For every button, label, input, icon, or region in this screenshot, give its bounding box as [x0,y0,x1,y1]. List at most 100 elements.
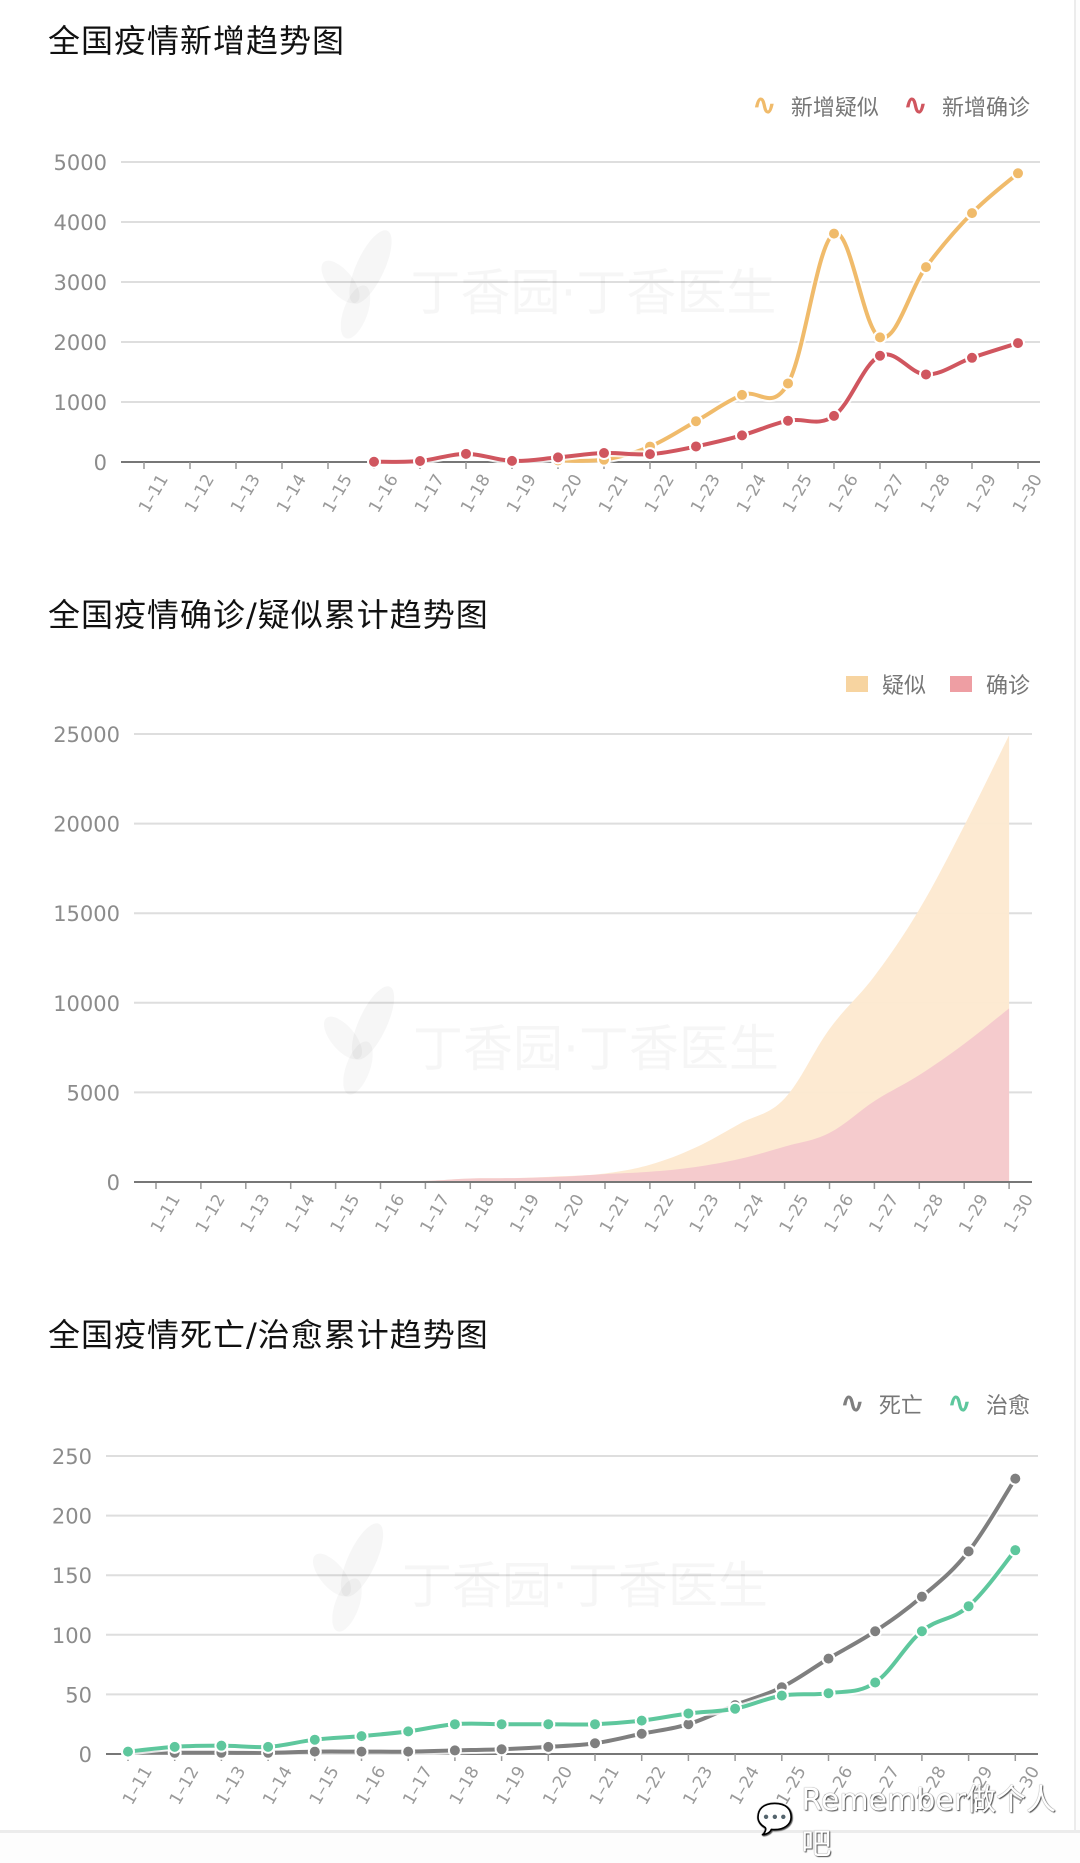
y-tick-label: 250 [52,1445,92,1469]
legend-item-cured[interactable]: ∿ 治愈 [947,1388,1030,1420]
x-tick-label: 1–14 [259,1763,297,1808]
chart-title-death-cure: 全国疫情死亡/治愈累计趋势图 [48,1316,489,1354]
legend-item-confirmed[interactable]: 确诊 [949,668,1030,700]
data-point[interactable] [367,454,381,469]
data-point[interactable] [354,1744,369,1759]
data-point[interactable] [821,1651,836,1666]
data-point[interactable] [681,1706,696,1721]
x-tick-label: 1–13 [212,1763,250,1808]
data-point[interactable] [588,1736,602,1751]
data-point[interactable] [634,1726,649,1741]
data-point[interactable] [965,350,979,365]
y-tick-label: 15000 [53,902,120,926]
x-tick-label: 1–21 [586,1763,624,1808]
data-point[interactable] [735,428,749,443]
data-point[interactable] [541,1717,556,1732]
data-point[interactable] [914,1624,929,1639]
legend-label: 治愈 [985,1394,1030,1419]
data-point[interactable] [1011,166,1025,181]
x-tick-label: 1–22 [633,1763,671,1808]
data-point[interactable] [965,206,979,221]
data-point[interactable] [1011,336,1025,351]
footer-watermark-text: Remember做个人吧 [801,1783,1057,1862]
data-point[interactable] [541,1739,556,1754]
data-point[interactable] [167,1739,182,1754]
legend-item-new-suspected[interactable]: ∿ 新增疑似 [752,90,879,122]
y-tick-label: 3000 [54,271,107,295]
x-tick-label: 1–12 [166,1763,204,1808]
data-point[interactable] [643,447,657,462]
data-point[interactable] [919,260,933,275]
data-point[interactable] [307,1744,322,1759]
data-point[interactable] [919,367,933,382]
legend-item-death[interactable]: ∿ 死亡 [840,1388,923,1420]
y-tick-label: 0 [107,1171,120,1195]
data-point[interactable] [781,376,795,391]
data-point[interactable] [868,1624,883,1639]
legend-item-suspected[interactable]: 疑似 [845,668,926,700]
wechat-icon: 💬 [756,1801,794,1837]
data-point[interactable] [827,408,841,423]
data-point[interactable] [914,1589,929,1604]
watermark-text: 丁香园·丁香医生 [402,1557,768,1615]
x-tick-label: 1–20 [539,1763,577,1808]
legend-death-cure: ∿ 死亡 ∿ 治愈 [816,1388,1030,1420]
data-point[interactable] [401,1744,416,1759]
x-tick-label: 1–11 [119,1763,157,1808]
data-point[interactable] [735,387,749,402]
data-point[interactable] [689,414,703,429]
data-point[interactable] [505,453,519,468]
data-point[interactable] [121,1744,135,1759]
legend-label: 新增疑似 [790,96,879,121]
data-point[interactable] [781,413,795,428]
data-point[interactable] [447,1717,462,1732]
data-point[interactable] [873,348,887,363]
data-point[interactable] [588,1717,602,1732]
data-point[interactable] [494,1717,509,1732]
chart-title-new: 全国疫情新增趋势图 [48,22,346,60]
wave-line-icon: ∿ [839,1386,865,1421]
data-point[interactable] [873,330,887,345]
data-point[interactable] [728,1701,743,1716]
x-tick-label: 1–18 [446,1763,484,1808]
y-tick-label: 150 [52,1564,92,1588]
data-point[interactable] [307,1732,322,1747]
y-tick-label: 4000 [54,211,107,235]
data-point[interactable] [597,446,611,461]
legend-label: 死亡 [878,1394,923,1419]
y-tick-label: 50 [65,1683,92,1707]
data-point[interactable] [354,1729,369,1744]
data-point[interactable] [868,1675,883,1690]
area-confirmed [156,1008,1010,1182]
data-point[interactable] [821,1686,836,1701]
legend-new: ∿ 新增疑似 ∿ 新增确诊 [728,90,1030,122]
data-point[interactable] [827,226,841,241]
y-tick-label: 2000 [54,331,107,355]
legend-label: 新增确诊 [941,96,1030,121]
square-swatch-icon [949,676,972,692]
y-tick-label: 20000 [53,813,120,837]
data-point[interactable] [261,1739,276,1754]
y-tick-label: 200 [52,1505,92,1529]
y-tick-label: 0 [79,1743,92,1767]
data-point[interactable] [447,1743,462,1758]
data-point[interactable] [1008,1471,1023,1486]
square-swatch-icon [845,676,868,692]
y-tick-label: 5000 [54,151,107,175]
data-point[interactable] [634,1713,649,1728]
data-point[interactable] [494,1742,509,1757]
data-point[interactable] [689,439,703,454]
data-point[interactable] [459,446,473,461]
legend-item-new-confirmed[interactable]: ∿ 新增确诊 [903,90,1030,122]
data-point[interactable] [401,1724,416,1739]
data-point[interactable] [413,453,427,468]
data-point[interactable] [774,1688,789,1703]
data-point[interactable] [551,450,565,465]
data-point[interactable] [214,1738,229,1753]
data-point[interactable] [1008,1543,1023,1558]
legend-cumulative: 疑似 确诊 [822,668,1030,700]
data-point[interactable] [961,1544,976,1559]
data-point[interactable] [961,1599,976,1614]
